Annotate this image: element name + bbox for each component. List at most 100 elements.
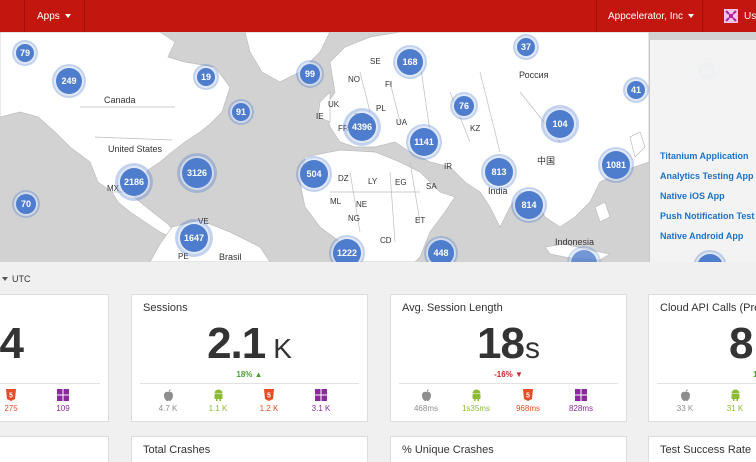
platform-android: 31 K: [715, 389, 755, 413]
platform-value: 4.7 K: [158, 404, 178, 413]
map-label: Indonesia: [555, 237, 595, 247]
map-cluster-marker[interactable]: 448: [424, 236, 458, 262]
map-cluster-marker[interactable]: 168: [393, 45, 427, 79]
map-cluster-marker[interactable]: 504: [296, 156, 332, 192]
user-label: Us: [744, 10, 756, 22]
platform-windows: 109: [43, 389, 83, 413]
map-cluster-marker[interactable]: [567, 246, 601, 262]
platform-value: 31 K: [726, 404, 744, 413]
map-cluster-marker[interactable]: 2186: [115, 163, 153, 201]
map-cluster-marker[interactable]: 70: [12, 190, 40, 218]
map-cluster-marker[interactable]: 79: [12, 40, 38, 66]
top-navigation-bar: Apps Appcelerator, Inc Us: [0, 0, 756, 32]
user-menu[interactable]: Us: [724, 0, 756, 32]
map-label: NE: [356, 200, 368, 209]
arrow-down-icon: ▼: [515, 370, 523, 379]
app-link-push-notification[interactable]: Push Notification Test: [660, 211, 755, 221]
timezone-label: UTC: [12, 274, 31, 284]
platform-value: 468ms: [413, 404, 438, 413]
map-cluster-marker[interactable]: 814: [511, 187, 547, 223]
card-title: Total Crashes: [143, 444, 211, 456]
chevron-down-icon: [688, 14, 695, 18]
card-divider: [140, 383, 359, 384]
map-label: LY: [368, 177, 378, 186]
metric-change: -16% ▼: [391, 370, 626, 379]
map-label: SE: [370, 57, 381, 66]
nav-divider: [596, 0, 597, 32]
map-cluster-marker[interactable]: 41: [623, 77, 649, 103]
map-cluster-marker[interactable]: 4396: [343, 108, 381, 146]
total-crashes-card[interactable]: Total Crashes: [131, 436, 368, 462]
cluster-count: 37: [517, 38, 535, 56]
map-label: Россия: [519, 70, 549, 80]
platform-html5: 5 1.2 K: [249, 389, 289, 413]
map-cluster-marker[interactable]: 813: [481, 154, 517, 190]
platform-html5: 5 968ms: [508, 389, 548, 413]
windows-icon: [57, 389, 69, 401]
cloud-api-calls-card[interactable]: Cloud API Calls (Pre-R 8 1 33 K 31 K: [648, 294, 756, 422]
map-label: PL: [376, 104, 386, 113]
apple-icon: [163, 389, 173, 401]
map-label: NO: [348, 75, 360, 84]
map-label: UA: [396, 118, 408, 127]
cluster-count: 41: [627, 81, 645, 99]
app-link-native-ios[interactable]: Native iOS App: [660, 191, 725, 201]
cluster-count: 504: [300, 160, 328, 188]
map-label: SA: [426, 182, 437, 191]
platform-android: 1s35ms: [456, 389, 496, 413]
apps-filter-panel: 391 Titanium Application Analytics Testi…: [649, 40, 756, 262]
apps-menu-label: Apps: [37, 10, 60, 22]
card-divider: [0, 383, 100, 384]
map-label: IE: [316, 112, 324, 121]
metric-value: 8: [729, 319, 754, 368]
organization-menu[interactable]: Appcelerator, Inc: [608, 0, 695, 32]
map-cluster-marker[interactable]: 249: [52, 64, 86, 98]
avg-session-length-card[interactable]: Avg. Session Length 18s -16% ▼ 468ms 1s3…: [390, 294, 627, 422]
map-label: Brasil: [219, 252, 242, 262]
map-label: UK: [328, 100, 340, 109]
test-success-rate-card[interactable]: Test Success Rate: [648, 436, 756, 462]
metric-change: 1: [753, 370, 756, 379]
platform-android: 1.1 K: [198, 389, 238, 413]
metric-card-partial: [0, 436, 109, 462]
app-link-analytics-testing[interactable]: Analytics Testing App: [660, 171, 754, 181]
html5-icon: 5: [264, 389, 274, 401]
app-link-titanium[interactable]: Titanium Application: [660, 151, 749, 161]
timezone-selector[interactable]: UTC: [0, 272, 31, 286]
map-cluster-marker[interactable]: 91: [228, 99, 254, 125]
map-cluster-marker[interactable]: 1222: [329, 235, 365, 262]
map-label: FI: [385, 80, 393, 89]
arrow-up-icon: ▲: [254, 370, 263, 379]
map-cluster-marker[interactable]: 1647: [175, 219, 213, 257]
nav-divider: [84, 0, 85, 32]
platform-value: 1.1 K: [208, 404, 228, 413]
map-label: ET: [415, 216, 426, 225]
windows-icon: [575, 389, 587, 401]
map-cluster-marker[interactable]: 19: [193, 64, 219, 90]
apps-menu[interactable]: Apps: [37, 0, 71, 32]
app-link-native-android[interactable]: Native Android App: [660, 231, 744, 241]
sessions-card[interactable]: Sessions 2.1 K 18% ▲ 4.7 K 1.1 K 5 1.2 K …: [131, 294, 368, 422]
map-cluster-marker[interactable]: 99: [296, 60, 324, 88]
map-cluster-marker[interactable]: 391: [693, 250, 727, 262]
metric-value: 18s: [391, 319, 626, 369]
platform-value: 828ms: [568, 404, 593, 413]
map-cluster-marker[interactable]: 1141: [406, 124, 442, 160]
map-label: CD: [380, 236, 392, 245]
svg-text:5: 5: [9, 393, 13, 400]
metric-value: 74: [0, 319, 24, 368]
map-label: KZ: [470, 124, 481, 133]
platform-value: 3.1 K: [311, 404, 331, 413]
map-label: 中国: [537, 156, 556, 166]
map-cluster-marker[interactable]: 1081: [598, 147, 634, 183]
map-cluster-marker[interactable]: 3126: [177, 153, 217, 193]
world-map[interactable]: Canada United States Brasil Россия India…: [0, 32, 756, 262]
cluster-count: 1081: [602, 151, 630, 179]
platform-ios: 468ms: [406, 389, 446, 413]
unique-crashes-card[interactable]: % Unique Crashes: [390, 436, 627, 462]
map-cluster-marker[interactable]: 104: [541, 105, 579, 143]
map-cluster-marker[interactable]: 76: [450, 92, 478, 120]
map-cluster-marker[interactable]: 37: [513, 34, 539, 60]
platform-value: 109: [56, 404, 70, 413]
svg-text:5: 5: [267, 393, 271, 400]
